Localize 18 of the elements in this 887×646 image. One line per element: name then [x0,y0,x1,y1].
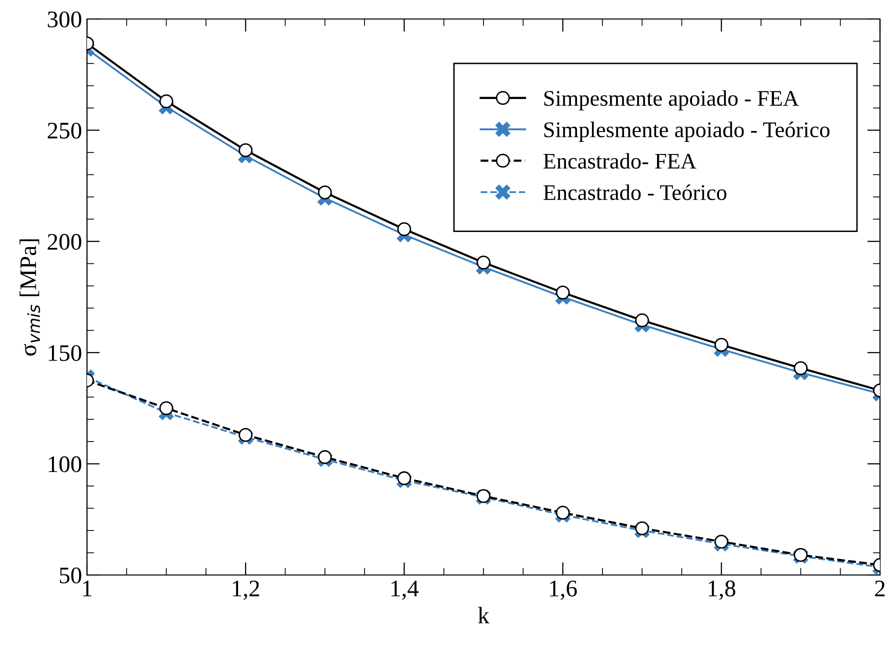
y-tick-label: 100 [48,456,82,472]
x-tick-label: 2 [875,580,885,596]
y-tick-label: 200 [48,234,82,250]
x-tick-label: 1,2 [232,580,260,600]
x-tick-label: 1,4 [392,580,419,600]
y-tick-label: 50 [60,567,82,584]
x-tick-label: 1 [83,580,92,596]
x-tick-label: 1,6 [550,580,577,600]
y-axis-title: σ$_{vmis}$ [MPa] [20,239,40,356]
legend-label: Simplesmente apoiado - Teórico [544,122,830,142]
x-axis-title: k [478,606,490,624]
legend-label: Encastrado- FEA [543,153,696,169]
y-tick-label: 250 [48,122,82,139]
legend-label: Encastrado - Teórico [543,184,726,200]
x-tick-label: 1,8 [708,580,736,600]
legend-label: Simpesmente apoiado - FEA [544,90,799,110]
y-tick-label: 150 [48,345,82,362]
y-tick-label: 300 [48,11,82,28]
